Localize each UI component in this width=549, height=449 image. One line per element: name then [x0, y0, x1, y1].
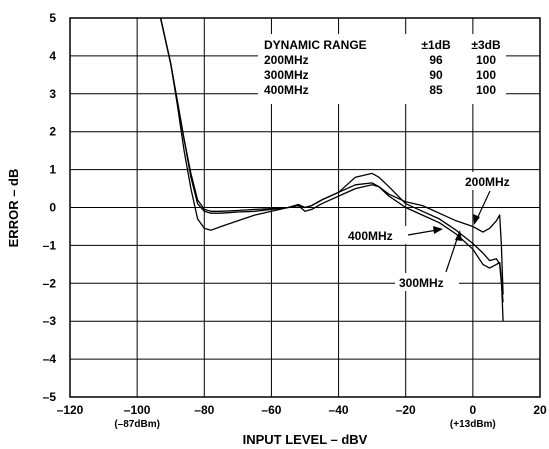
y-tick-label: –5 — [43, 390, 57, 404]
table-header: ±1dB — [421, 38, 451, 52]
series-line-400mhz — [159, 17, 504, 322]
callout-300-bg — [395, 273, 459, 291]
callout-400mhz-arrowhead — [433, 226, 443, 234]
y-tick-label: 2 — [49, 125, 56, 139]
x-tick-label: –100 — [124, 403, 151, 417]
table-cell: 200MHz — [264, 53, 309, 67]
table-cell: 90 — [429, 68, 443, 82]
table-cell: 100 — [476, 68, 496, 82]
y-tick-label: 0 — [49, 201, 56, 215]
x-tick-label: –20 — [396, 403, 416, 417]
x-axis-title: INPUT LEVEL – dBV — [243, 432, 368, 447]
callout-400mhz: 400MHz — [348, 229, 393, 243]
table-header: DYNAMIC RANGE — [264, 38, 367, 52]
y-tick-label: 1 — [49, 163, 56, 177]
table-cell: 400MHz — [264, 83, 309, 97]
y-tick-label: –3 — [43, 314, 57, 328]
callout-200mhz-arrow — [475, 190, 491, 222]
x-tick-label: –40 — [329, 403, 349, 417]
x-tick-label: 0 — [470, 403, 477, 417]
x-tick-label: –120 — [57, 403, 84, 417]
x-tick-label: –80 — [194, 403, 214, 417]
table-background — [258, 34, 506, 104]
x-sublabel: (–87dBm) — [114, 419, 160, 430]
y-tick-label: –2 — [43, 276, 57, 290]
table-cell: 85 — [429, 83, 443, 97]
series-layer — [159, 17, 504, 322]
plot-frame — [69, 17, 541, 398]
tick-labels: –120 –100 –80 –60 –40 –20 0 20 5 4 3 2 1 0 –1 –2 –3 –4 –5 (… — [43, 11, 547, 430]
series-line-300mhz — [159, 17, 504, 303]
table-cell: 96 — [429, 53, 443, 67]
y-axis-title: ERROR – dB — [6, 169, 21, 248]
series-callouts: 200MHz 400MHz 300MHz — [345, 172, 526, 291]
callout-400mhz-arrow — [407, 229, 438, 236]
callout-300mhz-arrow — [445, 235, 459, 273]
x-sublabel: (+13dBm) — [450, 419, 496, 430]
table-header: ±3dB — [471, 38, 501, 52]
table-cell: 100 — [476, 53, 496, 67]
callout-200mhz-arrowhead — [473, 214, 480, 225]
table-cell: 100 — [476, 83, 496, 97]
callout-400-bg — [345, 226, 409, 244]
y-tick-label: 5 — [49, 11, 56, 25]
dynamic-range-table: DYNAMIC RANGE ±1dB ±3dB 200MHz 96 100 300MHz 90… — [264, 38, 501, 97]
callout-300mhz-arrowhead — [455, 230, 462, 241]
callout-300mhz: 300MHz — [399, 276, 444, 290]
x-tick-label: –60 — [261, 403, 281, 417]
callout-200-bg — [460, 172, 526, 190]
x-tick-label: 20 — [533, 403, 547, 417]
callout-200mhz: 200MHz — [465, 175, 510, 189]
y-tick-label: 3 — [49, 87, 56, 101]
y-tick-label: –4 — [43, 352, 57, 366]
table-cell: 300MHz — [264, 68, 309, 82]
y-tick-label: 4 — [49, 49, 56, 63]
y-tick-label: –1 — [43, 238, 57, 252]
